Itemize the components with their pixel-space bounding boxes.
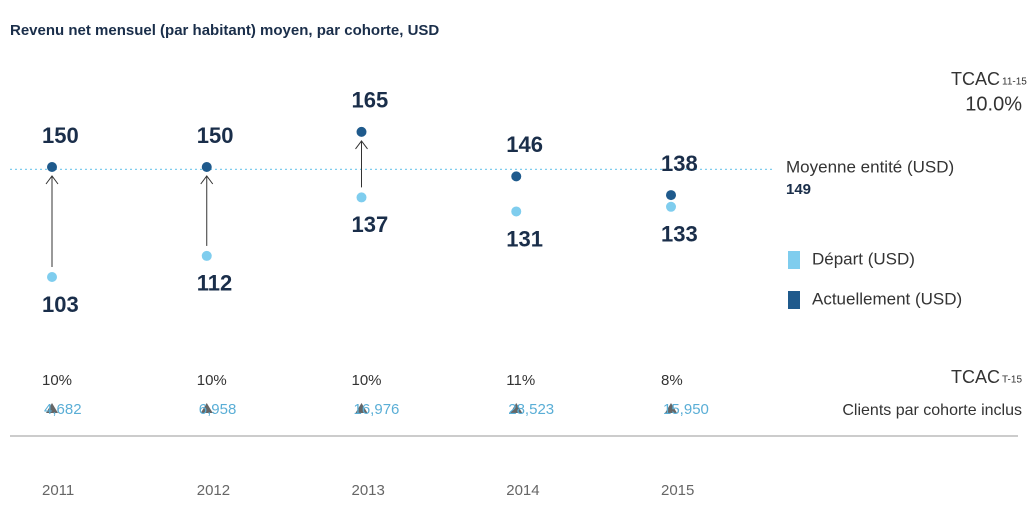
- start-label: 112: [197, 271, 233, 296]
- current-label: 146: [506, 132, 543, 157]
- x-tick-label: 2015: [661, 482, 694, 499]
- cagr-total-label: TCAC: [951, 69, 1000, 89]
- current-label: 138: [661, 151, 698, 176]
- arrow-head: [355, 140, 368, 150]
- reference-value: 149: [786, 181, 811, 198]
- up-triangle: [665, 403, 677, 413]
- arrow-head: [45, 175, 59, 185]
- legend-swatch: [788, 291, 800, 309]
- start-dot: [666, 201, 676, 212]
- cagr-row-sub: T-15: [1002, 375, 1022, 386]
- cagr-cell: 10%: [352, 372, 382, 389]
- up-triangle: [355, 403, 368, 413]
- current-label: 150: [42, 123, 79, 148]
- x-tick-label: 2011: [42, 482, 74, 499]
- current-dot: [201, 162, 212, 172]
- legend-label: Départ (USD): [812, 249, 915, 268]
- cagr-cell: 8%: [661, 372, 683, 389]
- up-triangle: [510, 403, 523, 413]
- cagr-cell: 10%: [197, 372, 227, 389]
- cagr-cell: 11%: [506, 372, 535, 389]
- legend-label: Actuellement (USD): [812, 289, 962, 308]
- start-label: 133: [661, 222, 698, 247]
- chart-title: Revenu net mensuel (par habitant) moyen,…: [10, 22, 439, 39]
- clients-row-label: Clients par cohorte inclus: [842, 402, 1022, 419]
- cagr-total-sub: 11-15: [1002, 77, 1027, 88]
- clients-cell: 15,950: [663, 401, 709, 418]
- cagr-row-label: TCAC: [951, 367, 1000, 387]
- arrow-head: [200, 175, 214, 185]
- x-tick-label: 2012: [197, 482, 230, 499]
- x-tick-label: 2013: [352, 482, 385, 499]
- start-dot: [201, 250, 212, 261]
- current-dot: [47, 162, 57, 172]
- reference-label: Moyenne entité (USD): [786, 157, 954, 176]
- clients-cell: 6,958: [199, 401, 237, 418]
- current-dot: [356, 126, 367, 137]
- start-label: 131: [506, 226, 543, 251]
- current-label: 150: [197, 123, 234, 148]
- up-triangle: [46, 403, 58, 413]
- legend-swatch: [788, 251, 800, 269]
- current-label: 165: [352, 88, 389, 113]
- current-dot: [511, 171, 522, 182]
- x-tick-label: 2014: [506, 482, 539, 499]
- start-dot: [47, 271, 57, 282]
- up-triangle: [200, 403, 213, 413]
- current-dot: [666, 190, 676, 201]
- start-dot: [356, 192, 367, 203]
- clients-cell: 4,682: [44, 401, 82, 418]
- start-dot: [511, 206, 522, 217]
- clients-cell: 28,523: [508, 401, 554, 418]
- cagr-cell: 10%: [42, 372, 72, 389]
- cagr-total-value: 10.0%: [965, 93, 1022, 115]
- start-label: 137: [352, 212, 389, 237]
- start-label: 103: [42, 292, 79, 317]
- clients-cell: 16,976: [354, 401, 400, 418]
